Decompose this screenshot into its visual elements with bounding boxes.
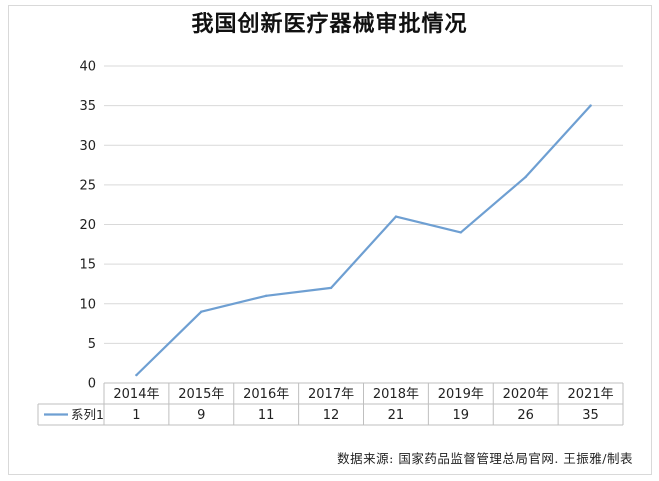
y-tick-label: 25 — [79, 178, 96, 193]
y-tick-label: 15 — [79, 258, 96, 273]
data-point — [329, 286, 333, 290]
data-point — [524, 175, 527, 179]
data-point — [589, 104, 592, 107]
x-category-label: 2019年 — [438, 387, 484, 402]
table-value-cell: 21 — [388, 408, 405, 423]
table-value-cell: 9 — [197, 408, 205, 423]
y-tick-label: 40 — [79, 60, 96, 75]
data-point — [264, 294, 268, 298]
table-value-cell: 1 — [132, 408, 140, 423]
y-tick-label: 30 — [79, 139, 96, 154]
data-point — [200, 310, 203, 313]
data-table: 2014年 2015年 2016年 2017年 2018年 2019年 2020年 2021年… — [37, 382, 624, 426]
y-tick-label: 10 — [79, 297, 96, 312]
table-value-cell: 11 — [258, 408, 275, 423]
series-line — [135, 104, 592, 377]
x-category-label: 2018年 — [373, 387, 419, 402]
data-point — [459, 231, 463, 234]
x-category-label: 2021年 — [568, 387, 614, 402]
y-tick-label: 35 — [79, 99, 96, 114]
x-category-label: 2020年 — [503, 387, 549, 402]
y-axis: 0 5 10 15 20 25 30 35 40 — [79, 60, 96, 392]
data-point — [135, 373, 138, 377]
x-category-label: 2015年 — [178, 387, 224, 402]
y-tick-label: 5 — [88, 337, 96, 352]
series-lines — [135, 104, 592, 377]
legend-label: 系列1 — [71, 407, 104, 422]
table-value-cell: 26 — [517, 408, 534, 423]
y-tick-label: 0 — [88, 377, 96, 392]
gridlines — [104, 65, 623, 344]
chart-frame — [8, 5, 652, 475]
x-category-label: 2017年 — [308, 387, 354, 402]
table-value-cell: 35 — [582, 408, 599, 423]
chart-title: 我国创新医疗器械审批情况 — [191, 11, 468, 37]
x-category-label: 2016年 — [243, 387, 289, 402]
data-point — [394, 215, 398, 218]
x-category-label: 2014年 — [113, 387, 159, 402]
table-value-cell: 12 — [323, 408, 340, 423]
source-note: 数据来源: 国家药品监督管理总局官网. 王振雅/制表 — [337, 451, 633, 466]
table-value-cell: 19 — [453, 408, 470, 423]
y-tick-label: 20 — [79, 218, 96, 233]
